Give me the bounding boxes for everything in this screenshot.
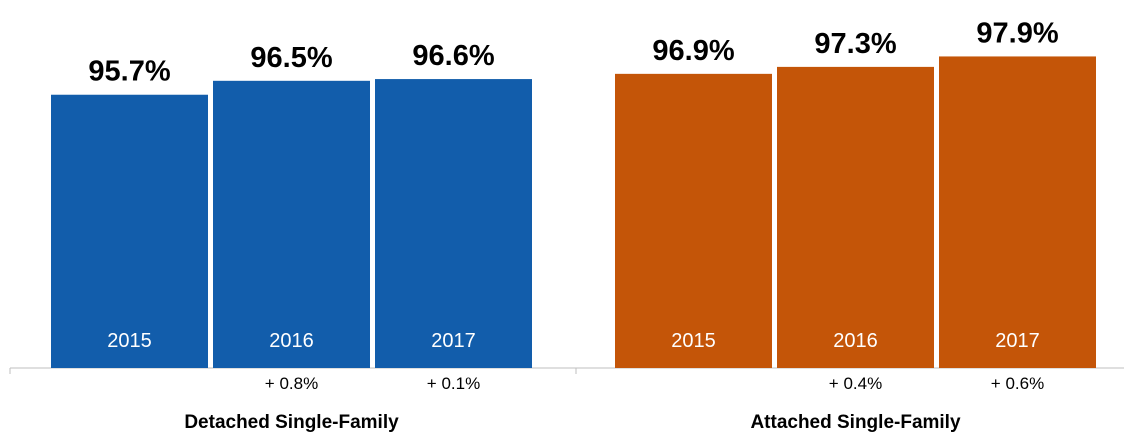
bar-change-label: + 0.8%	[265, 374, 318, 393]
bar-value-label: 96.5%	[250, 42, 332, 74]
bar-detached-2017	[375, 79, 532, 369]
bar-value-label: 95.7%	[88, 56, 170, 88]
bar-year-label: 2016	[269, 330, 314, 352]
bar-detached-2015	[51, 94, 208, 368]
bar-detached-2016	[213, 80, 370, 368]
bar-change-label: + 0.4%	[829, 374, 882, 393]
bar-year-label: 2016	[833, 330, 878, 352]
group-label: Attached Single-Family	[750, 412, 961, 433]
bar-year-label: 2017	[995, 330, 1040, 352]
bar-attached-2017	[939, 56, 1096, 369]
group-label: Detached Single-Family	[184, 412, 399, 433]
bar-year-label: 2015	[107, 330, 152, 352]
bar-attached-2015	[615, 73, 772, 369]
bar-year-label: 2015	[671, 330, 716, 352]
bar-year-label: 2017	[431, 330, 476, 352]
bar-value-label: 96.9%	[652, 35, 734, 67]
bar-change-label: + 0.1%	[427, 374, 480, 393]
bar-value-label: 97.9%	[976, 17, 1058, 49]
bar-attached-2016	[777, 66, 934, 369]
bar-change-label: + 0.6%	[991, 374, 1044, 393]
bar-value-label: 97.3%	[814, 28, 896, 60]
bar-value-label: 96.6%	[412, 40, 494, 72]
